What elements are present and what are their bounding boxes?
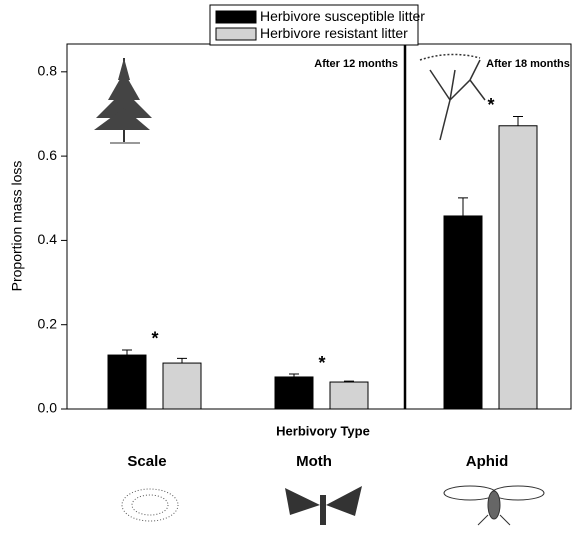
bar bbox=[275, 377, 313, 409]
error-bar bbox=[122, 350, 132, 355]
legend-label: Herbivore susceptible litter bbox=[260, 8, 425, 24]
legend-swatch bbox=[216, 28, 256, 40]
bar bbox=[108, 355, 146, 409]
y-tick-label: 0.0 bbox=[38, 400, 58, 416]
moth-icon bbox=[285, 486, 362, 525]
scale-insect-icon bbox=[122, 489, 178, 521]
significance-mark: * bbox=[151, 329, 158, 349]
x-tick-label: Scale bbox=[127, 453, 166, 470]
aphid-icon bbox=[444, 486, 544, 525]
bar bbox=[163, 363, 201, 409]
y-tick-label: 0.4 bbox=[38, 231, 58, 247]
bar bbox=[330, 382, 368, 409]
pine-icon bbox=[94, 58, 152, 143]
error-bar bbox=[513, 116, 523, 125]
bar bbox=[444, 216, 482, 409]
x-axis-label: Herbivory Type bbox=[276, 423, 370, 438]
significance-mark: * bbox=[318, 353, 325, 373]
chart: Proportion mass loss Herbivory Type Afte… bbox=[0, 0, 572, 536]
x-tick-label: Moth bbox=[296, 453, 332, 470]
legend-swatch bbox=[216, 11, 256, 23]
period-label: After 18 months bbox=[486, 58, 570, 70]
bar bbox=[499, 126, 537, 409]
tree-icon bbox=[420, 54, 485, 140]
y-tick-label: 0.6 bbox=[38, 147, 58, 163]
y-tick-label: 0.8 bbox=[38, 63, 58, 79]
y-axis-label: Proportion mass loss bbox=[9, 161, 25, 292]
period-label: After 12 months bbox=[314, 58, 398, 70]
error-bar bbox=[458, 198, 468, 216]
y-tick-label: 0.2 bbox=[38, 315, 58, 331]
significance-mark: * bbox=[487, 95, 494, 115]
legend-label: Herbivore resistant litter bbox=[260, 25, 408, 41]
error-bar bbox=[177, 358, 187, 363]
x-tick-label: Aphid bbox=[466, 453, 509, 470]
